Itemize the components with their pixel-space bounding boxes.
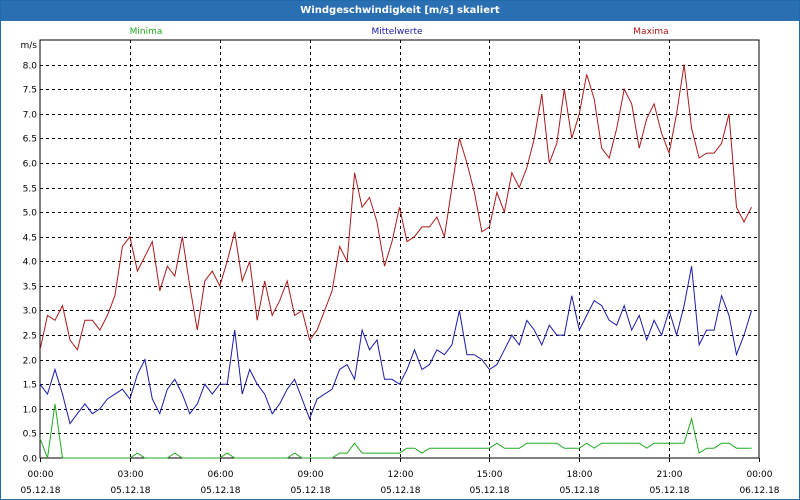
x-tick-time: 18:00	[567, 470, 593, 480]
x-tick-date: 05.12.18	[110, 486, 150, 496]
x-tick-date: 05.12.18	[290, 486, 330, 496]
series-line-minima	[39, 403, 752, 459]
y-tick-label: 2.5	[23, 332, 37, 342]
series-line-mittelwerte	[39, 266, 752, 425]
x-tick-date: 05.12.18	[20, 486, 60, 496]
y-tick-label: 1.0	[23, 406, 38, 416]
x-axis: 00:00 05.12.18 03:00 05.12.18 06:00 05.12.18 0…	[20, 458, 780, 496]
x-tick-time: 03:00	[118, 470, 144, 480]
window-title: Windgeschwindigkeit [m/s] skaliert	[1, 1, 799, 21]
y-tick-label: 7.0	[23, 111, 38, 121]
x-tick-date: 05.12.18	[469, 486, 509, 496]
x-tick-date: 05.12.18	[559, 486, 599, 496]
x-tick-time: 00:00	[28, 470, 54, 480]
y-tick-label: 1.5	[23, 381, 37, 391]
y-tick-label: 6.5	[23, 135, 37, 145]
x-tick-date: 05.12.18	[649, 486, 689, 496]
y-axis: 0.0 0.5 1.0 1.5 2.0 2.5 3.0 3.5 4.0 4.5 5.0 5.5 6.0 6…	[21, 41, 38, 465]
legend: Minima Mittelwerte Maxima	[130, 27, 669, 37]
x-tick-date: 05.12.18	[200, 486, 240, 496]
x-tick-date: 05.12.18	[380, 486, 420, 496]
legend-mittelwerte: Mittelwerte	[371, 27, 422, 37]
x-tick-date: 06.12.18	[739, 486, 779, 496]
x-tick-time: 12:00	[388, 470, 414, 480]
y-tick-label: 0.5	[23, 430, 37, 440]
y-tick-label: 0.0	[23, 455, 38, 465]
x-tick-time: 21:00	[657, 470, 683, 480]
y-tick-label: 3.5	[23, 283, 37, 293]
x-tick-time: 15:00	[477, 470, 503, 480]
y-tick-label: 2.0	[23, 357, 38, 367]
series-line-maxima	[39, 64, 752, 351]
series-lines	[39, 64, 752, 459]
y-tick-label: 4.5	[23, 234, 37, 244]
y-tick-label: 3.0	[23, 307, 38, 317]
x-tick-time: 06:00	[208, 470, 234, 480]
legend-maxima: Maxima	[633, 27, 668, 37]
x-tick-time: 00:00	[747, 470, 773, 480]
y-tick-label: 8.0	[23, 62, 38, 72]
legend-minima: Minima	[130, 27, 163, 37]
y-tick-label: 4.0	[23, 258, 38, 268]
y-tick-label: 6.0	[23, 160, 38, 170]
x-tick-time: 09:00	[298, 470, 324, 480]
y-tick-label: 5.0	[23, 209, 38, 219]
y-tick-label: 7.5	[23, 86, 37, 96]
y-axis-unit: m/s	[21, 41, 38, 51]
plot-frame	[39, 39, 760, 459]
grid	[39, 39, 760, 459]
y-tick-label: 5.5	[23, 185, 37, 195]
